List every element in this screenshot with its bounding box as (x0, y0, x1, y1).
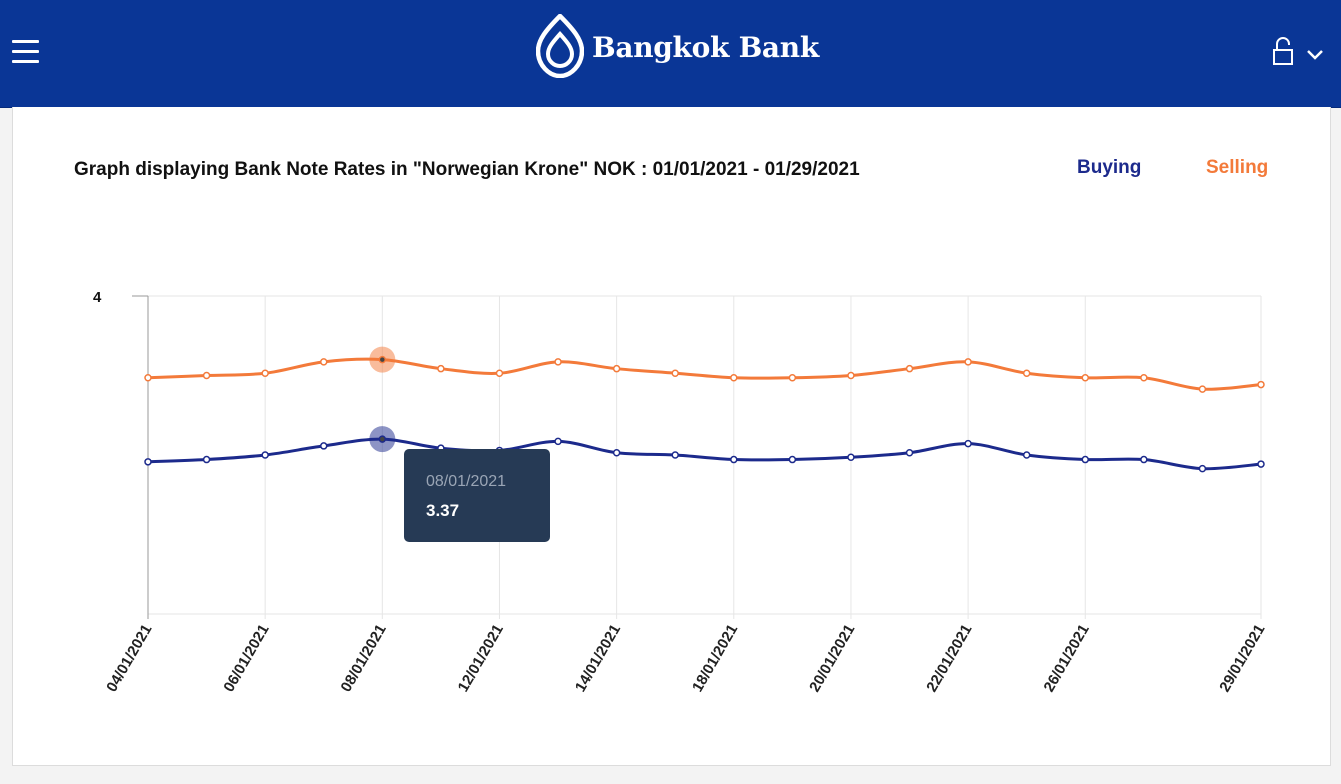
login-dropdown[interactable] (1272, 36, 1324, 66)
rate-chart-card: Graph displaying Bank Note Rates in "Nor… (12, 107, 1331, 766)
buying-data-point (730, 455, 738, 464)
buying-data-point (847, 453, 855, 462)
selling-data-point (1081, 374, 1090, 382)
buying-data-point (378, 435, 387, 443)
x-tick-label: 22/01/2021 (923, 621, 975, 695)
x-tick-label: 12/01/2021 (455, 622, 507, 696)
hamburger-menu-icon[interactable] (12, 38, 40, 66)
chart-tooltip: 08/01/2021 3.37 (404, 449, 550, 542)
buying-data-point (202, 455, 211, 464)
buying-data-point (964, 439, 972, 448)
selling-data-point (671, 369, 679, 377)
buying-data-point (671, 451, 679, 459)
brand-logo-link[interactable]: Bangkok Bank (536, 14, 819, 78)
line-chart: 04/01/2021 06/01/2021 08/01/2021 12/01/2021… (93, 289, 1268, 696)
legend-selling[interactable]: Selling (1206, 157, 1269, 178)
chevron-down-icon (1307, 50, 1323, 60)
selling-data-point (378, 355, 387, 364)
x-tick-label: 08/01/2021 (338, 622, 390, 696)
selling-data-point (1022, 369, 1031, 377)
lock-icon (1273, 36, 1293, 65)
buying-data-point (1081, 455, 1090, 464)
chart-title: Graph displaying Bank Note Rates in "Nor… (74, 159, 860, 180)
top-header: Bangkok Bank (0, 0, 1341, 108)
buying-data-point (905, 448, 914, 457)
buying-data-point (1140, 455, 1148, 464)
selling-data-point (788, 374, 797, 382)
buying-data-point (554, 437, 562, 446)
buying-data-point (612, 448, 621, 457)
tooltip-date: 08/01/2021 (426, 473, 507, 490)
bangkok-bank-logo-icon (536, 14, 584, 78)
x-tick-label: 06/01/2021 (220, 622, 272, 696)
x-tick-label: 20/01/2021 (806, 622, 858, 696)
selling-data-point (261, 369, 269, 377)
x-tick-label: 04/01/2021 (103, 622, 155, 696)
selling-data-point (495, 369, 504, 377)
selling-data-point (730, 374, 738, 382)
buying-series-line (147, 437, 1262, 471)
brand-name: Bangkok Bank (592, 30, 819, 64)
x-tick-label: 14/01/2021 (572, 622, 624, 696)
selling-data-point (554, 358, 562, 366)
selling-data-point (1140, 374, 1148, 382)
x-tick-label: 26/01/2021 (1040, 622, 1092, 696)
selling-data-point (437, 364, 445, 373)
selling-series-line (147, 357, 1262, 391)
buying-data-point (1257, 460, 1265, 468)
selling-data-point (319, 358, 328, 366)
tooltip-value: 3.37 (426, 501, 460, 520)
buying-data-point (1022, 451, 1031, 459)
buying-data-point (1198, 464, 1207, 473)
y-tick-label: 4 (93, 289, 102, 306)
selling-data-point (612, 364, 621, 373)
legend-buying[interactable]: Buying (1077, 157, 1142, 178)
selling-data-point (964, 358, 972, 366)
buying-data-point (261, 451, 269, 459)
selling-data-point (847, 371, 855, 380)
selling-data-point (905, 364, 914, 373)
buying-data-point (319, 442, 328, 450)
x-tick-label: 18/01/2021 (689, 622, 741, 696)
selling-data-point (1198, 385, 1207, 393)
selling-data-point (1257, 380, 1265, 389)
selling-data-point (144, 374, 152, 382)
x-tick-label: 29/01/2021 (1216, 622, 1268, 696)
buying-data-point (788, 455, 797, 464)
buying-data-point (144, 458, 152, 466)
selling-data-point (202, 371, 211, 380)
